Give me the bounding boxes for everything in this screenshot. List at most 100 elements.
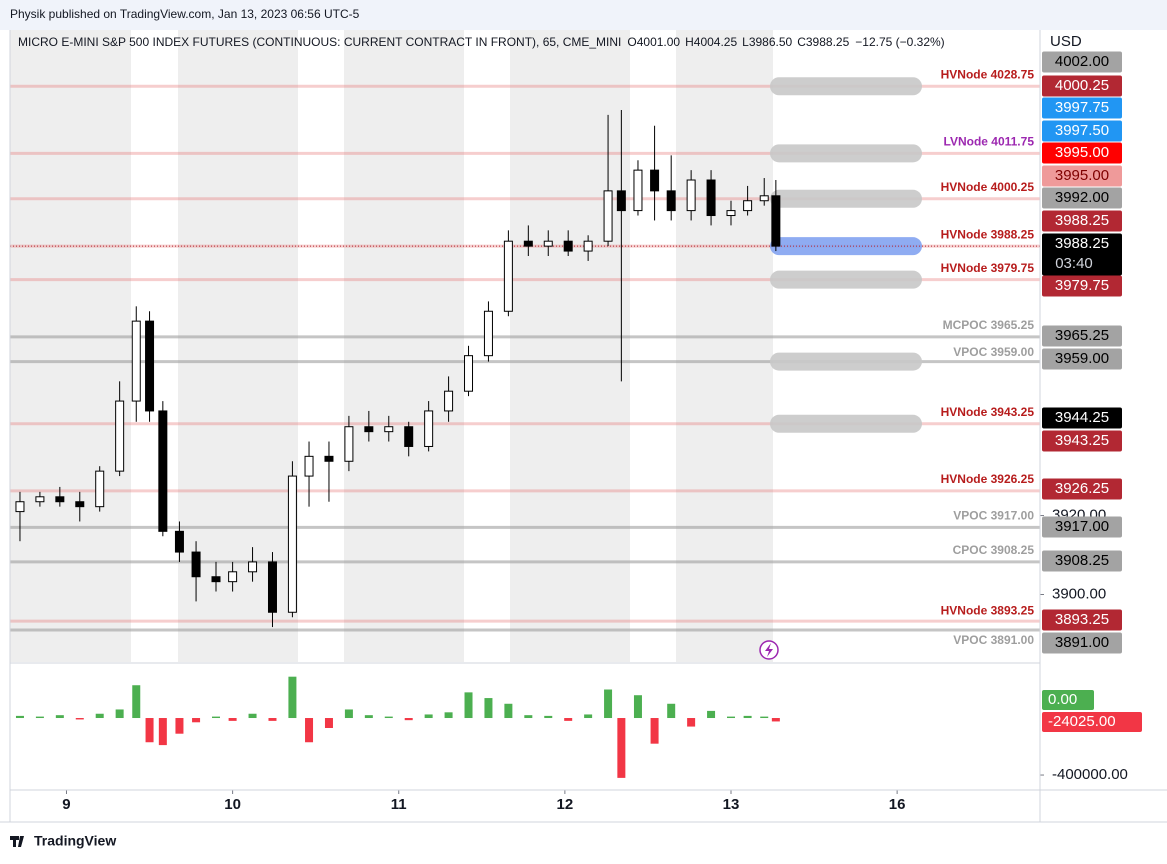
delta-bar (55, 715, 64, 719)
level-label: HVNode 4000.25 (941, 180, 1035, 194)
publisher: Physik published on TradingView.com, Jan… (10, 7, 360, 21)
x-tick-label: 16 (889, 796, 906, 813)
candle-body (158, 410, 168, 532)
footer-logo (10, 836, 24, 847)
delta-bar (404, 718, 413, 721)
level-zone (770, 189, 922, 208)
price-badge (1042, 75, 1122, 97)
delta-bar (464, 692, 473, 719)
delta-bar (288, 676, 297, 719)
candle-body (726, 210, 736, 217)
candle-body (287, 475, 297, 613)
price-badge-label: 4000.25 (1055, 77, 1109, 94)
delta-bar (268, 718, 277, 721)
delta-badge-label: -24025.00 (1048, 713, 1116, 730)
price-badge (1042, 165, 1122, 187)
level-zone (770, 352, 922, 371)
price-badge-label: 3997.75 (1055, 99, 1109, 116)
candle-body (364, 426, 374, 433)
candle-body (95, 470, 105, 508)
candle-body (131, 320, 141, 402)
price-badge-label: 3893.25 (1055, 611, 1109, 628)
delta-badge (1042, 690, 1094, 710)
delta-tick-label: -400000.00 (1052, 766, 1128, 783)
delta-bar (650, 718, 659, 744)
delta-bar (364, 715, 373, 719)
level-label: MCPOC 3965.25 (943, 318, 1035, 332)
delta-bar (524, 715, 533, 719)
price-badge (1042, 97, 1122, 119)
session-band (10, 30, 131, 662)
currency: USD (1050, 33, 1082, 50)
delta-bar (667, 703, 676, 719)
candle-body (523, 240, 533, 247)
footer: TradingView (10, 833, 116, 849)
candle-body (650, 169, 660, 192)
delta-bar (771, 718, 780, 722)
price-badge (1042, 516, 1122, 538)
level-label: HVNode 4028.75 (941, 67, 1035, 81)
candle-body (666, 190, 676, 212)
price-badge (1042, 407, 1122, 429)
header-bar (0, 0, 1167, 30)
delta-bar (228, 718, 237, 721)
candle-body (424, 410, 434, 447)
delta-bar (35, 716, 44, 719)
delta-bar (192, 718, 201, 723)
candle-body (583, 240, 593, 252)
candle-body (483, 310, 493, 357)
candle-body (35, 496, 45, 503)
delta-bar (145, 718, 154, 743)
price-badge-label: 3979.75 (1055, 277, 1109, 294)
price-badge (1042, 187, 1122, 209)
delta-bar (484, 698, 493, 719)
y-tick-label: 3900.00 (1052, 585, 1106, 602)
candle-body (706, 179, 716, 217)
delta-bar (564, 718, 573, 721)
candle-body (616, 190, 626, 212)
price-badge-label: 3965.25 (1055, 327, 1109, 344)
delta-bar (15, 715, 24, 719)
price-badge-label: 3908.25 (1055, 552, 1109, 569)
candle-body (743, 200, 753, 212)
candle-body (444, 390, 454, 412)
price-badge (1042, 632, 1122, 654)
price-badge (1042, 275, 1122, 297)
price-badge-label: 3988.25 (1055, 212, 1109, 229)
delta-bar (248, 713, 257, 719)
delta-bar (75, 718, 84, 720)
delta-bar (760, 716, 769, 719)
price-badge-label: 3917.00 (1055, 518, 1109, 535)
delta-bar (727, 716, 735, 719)
session-band (344, 30, 464, 662)
candle-body (503, 240, 513, 312)
price-badge (1042, 120, 1122, 142)
candle-body (75, 501, 85, 508)
change-value: −12.75 (−0.32%) (855, 35, 944, 49)
price-badge-label: 3988.25 (1055, 235, 1109, 252)
candle-body (404, 426, 414, 447)
price-badge (1042, 609, 1122, 631)
level-zone (770, 77, 922, 96)
candle-body (55, 496, 65, 503)
level-label: VPOC 3959.00 (953, 345, 1034, 359)
level-label: HVNode 3979.75 (941, 261, 1035, 275)
session-bands (10, 30, 773, 662)
delta-bar (584, 714, 593, 719)
delta-bar (175, 718, 184, 734)
delta-bar (158, 718, 167, 746)
level-zone (770, 414, 922, 433)
candle-body (248, 561, 258, 573)
price-badge-label: 3926.25 (1055, 480, 1109, 497)
symbol-title: MICRO E-MINI S&P 500 INDEX FUTURES (CONT… (18, 35, 621, 49)
price-badge (1042, 325, 1122, 347)
level-zone (770, 237, 922, 256)
level-zone (770, 144, 922, 163)
price-badge (1042, 550, 1122, 572)
candle-body (145, 320, 155, 412)
price-badge (1042, 430, 1122, 452)
delta-bar (504, 703, 513, 719)
price-badge-label: 3995.00 (1055, 144, 1109, 161)
level-label: LVNode 4011.75 (944, 135, 1035, 149)
price-badge-label: 3891.00 (1055, 634, 1109, 651)
